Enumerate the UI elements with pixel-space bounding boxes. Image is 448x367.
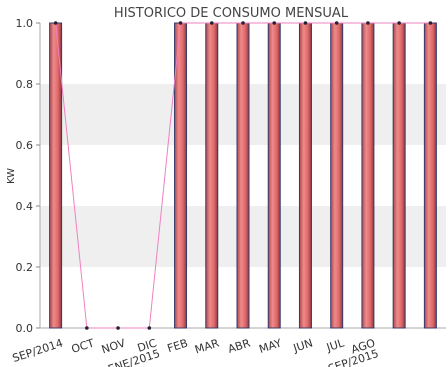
y-tick-label: 0.0 [16, 322, 34, 335]
bar [298, 22, 312, 329]
data-point [241, 21, 245, 25]
data-point [85, 326, 89, 330]
bar [236, 22, 250, 329]
data-point [116, 326, 120, 330]
x-tick-label: NOV [100, 336, 128, 356]
data-point [397, 21, 401, 25]
y-tick-label: 0.2 [16, 261, 34, 274]
y-tick-label: 1.0 [16, 17, 34, 30]
y-axis-label: KW [6, 168, 17, 184]
x-tick-label: OCT [70, 336, 96, 356]
y-ticks: 0.0 0.2 0.4 0.6 0.8 1.0 [16, 17, 40, 335]
bar [205, 22, 219, 329]
y-tick-label: 0.4 [16, 200, 34, 213]
y-tick-label: 0.8 [16, 78, 34, 91]
data-point [366, 21, 370, 25]
bar [392, 22, 406, 329]
x-tick-label: ABR [226, 336, 252, 355]
bar [330, 22, 344, 329]
data-point [303, 21, 308, 25]
y-tick-label: 0.6 [16, 139, 34, 152]
bars [49, 22, 437, 329]
bar [361, 22, 375, 329]
data-point [147, 326, 152, 330]
series-line [53, 21, 433, 330]
x-tick-label: JUN [291, 336, 315, 355]
x-tick-label: SEP/2014 [11, 336, 65, 365]
data-point [334, 21, 339, 25]
chart-title: HISTORICO DE CONSUMO MENSUAL [114, 6, 349, 21]
data-point [178, 21, 183, 25]
bar [423, 22, 437, 329]
bar [267, 22, 281, 329]
x-tick-label: MAY [257, 336, 283, 356]
data-point [53, 21, 58, 25]
data-point [272, 21, 277, 25]
x-tick-label: JUL [324, 336, 346, 354]
data-point [428, 21, 433, 25]
x-tick-label: FEB [166, 336, 190, 355]
x-tick-label: MAR [193, 336, 221, 356]
data-point [209, 21, 214, 25]
